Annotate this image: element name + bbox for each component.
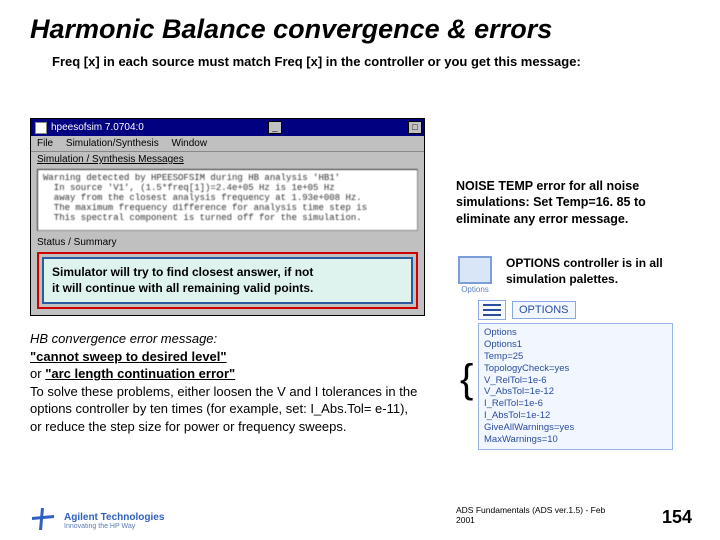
answer-line-1: Simulator will try to find closest answe… [52, 265, 313, 279]
options-list: OptionsOptions1Temp=25TopologyCheck=yesV… [478, 323, 673, 450]
options-palette-icon [458, 256, 492, 284]
hb-body: To solve these problems, either loosen t… [30, 384, 417, 434]
noise-temp-note: NOISE TEMP error for all noise simulatio… [456, 178, 684, 227]
minimize-icon[interactable]: _ [268, 121, 282, 134]
answer-line-2: it will continue with all remaining vali… [52, 281, 313, 295]
options-block: OPTIONS OptionsOptions1Temp=25TopologyCh… [478, 300, 673, 450]
menu-simulation[interactable]: Simulation/Synthesis [66, 138, 159, 149]
menu-window[interactable]: Window [172, 138, 208, 149]
options-palette-icon-holder: Options [454, 256, 496, 294]
footer-logo: Agilent Technologies Innovating the HP W… [30, 508, 164, 530]
curly-brace-icon: { [460, 352, 473, 406]
options-glyph-icon [478, 300, 506, 320]
simulation-window: hpeesofsim 7.0704:0 _ □ File Simulation/… [30, 118, 425, 316]
maximize-icon[interactable]: □ [408, 121, 422, 134]
messages-header: Simulation / Synthesis Messages [31, 152, 424, 167]
page-number: 154 [662, 507, 692, 528]
hb-error-text: HB convergence error message: "cannot sw… [30, 330, 420, 435]
footer-caption: ADS Fundamentals (ADS ver.1.5) - Feb 200… [456, 505, 626, 525]
window-titlebar: hpeesofsim 7.0704:0 _ □ [31, 119, 424, 136]
options-icon-label: Options [454, 285, 496, 294]
options-heading: OPTIONS [512, 301, 576, 319]
hb-quote-1: "cannot sweep to desired level" [30, 349, 227, 364]
status-summary: Status / Summary [31, 235, 424, 250]
app-icon [35, 122, 47, 134]
hb-quote-2: "arc length continuation error" [45, 366, 235, 381]
message-box: Warning detected by HPEESOFSIM during HB… [37, 169, 418, 231]
slide-subtitle: Freq [x] in each source must match Freq … [52, 53, 690, 71]
hb-or: or [30, 366, 42, 381]
window-title: hpeesofsim 7.0704:0 [51, 122, 144, 133]
options-controller-note: OPTIONS controller is in all simulation … [506, 256, 696, 287]
menu-bar: File Simulation/Synthesis Window [31, 136, 424, 152]
answer-callout: Simulator will try to find closest answe… [37, 252, 418, 309]
menu-file[interactable]: File [37, 138, 53, 149]
slide-title: Harmonic Balance convergence & errors [30, 14, 690, 45]
agilent-spark-icon [30, 508, 58, 530]
hb-lead: HB convergence error message: [30, 331, 217, 346]
brand-text: Agilent Technologies Innovating the HP W… [64, 513, 164, 530]
